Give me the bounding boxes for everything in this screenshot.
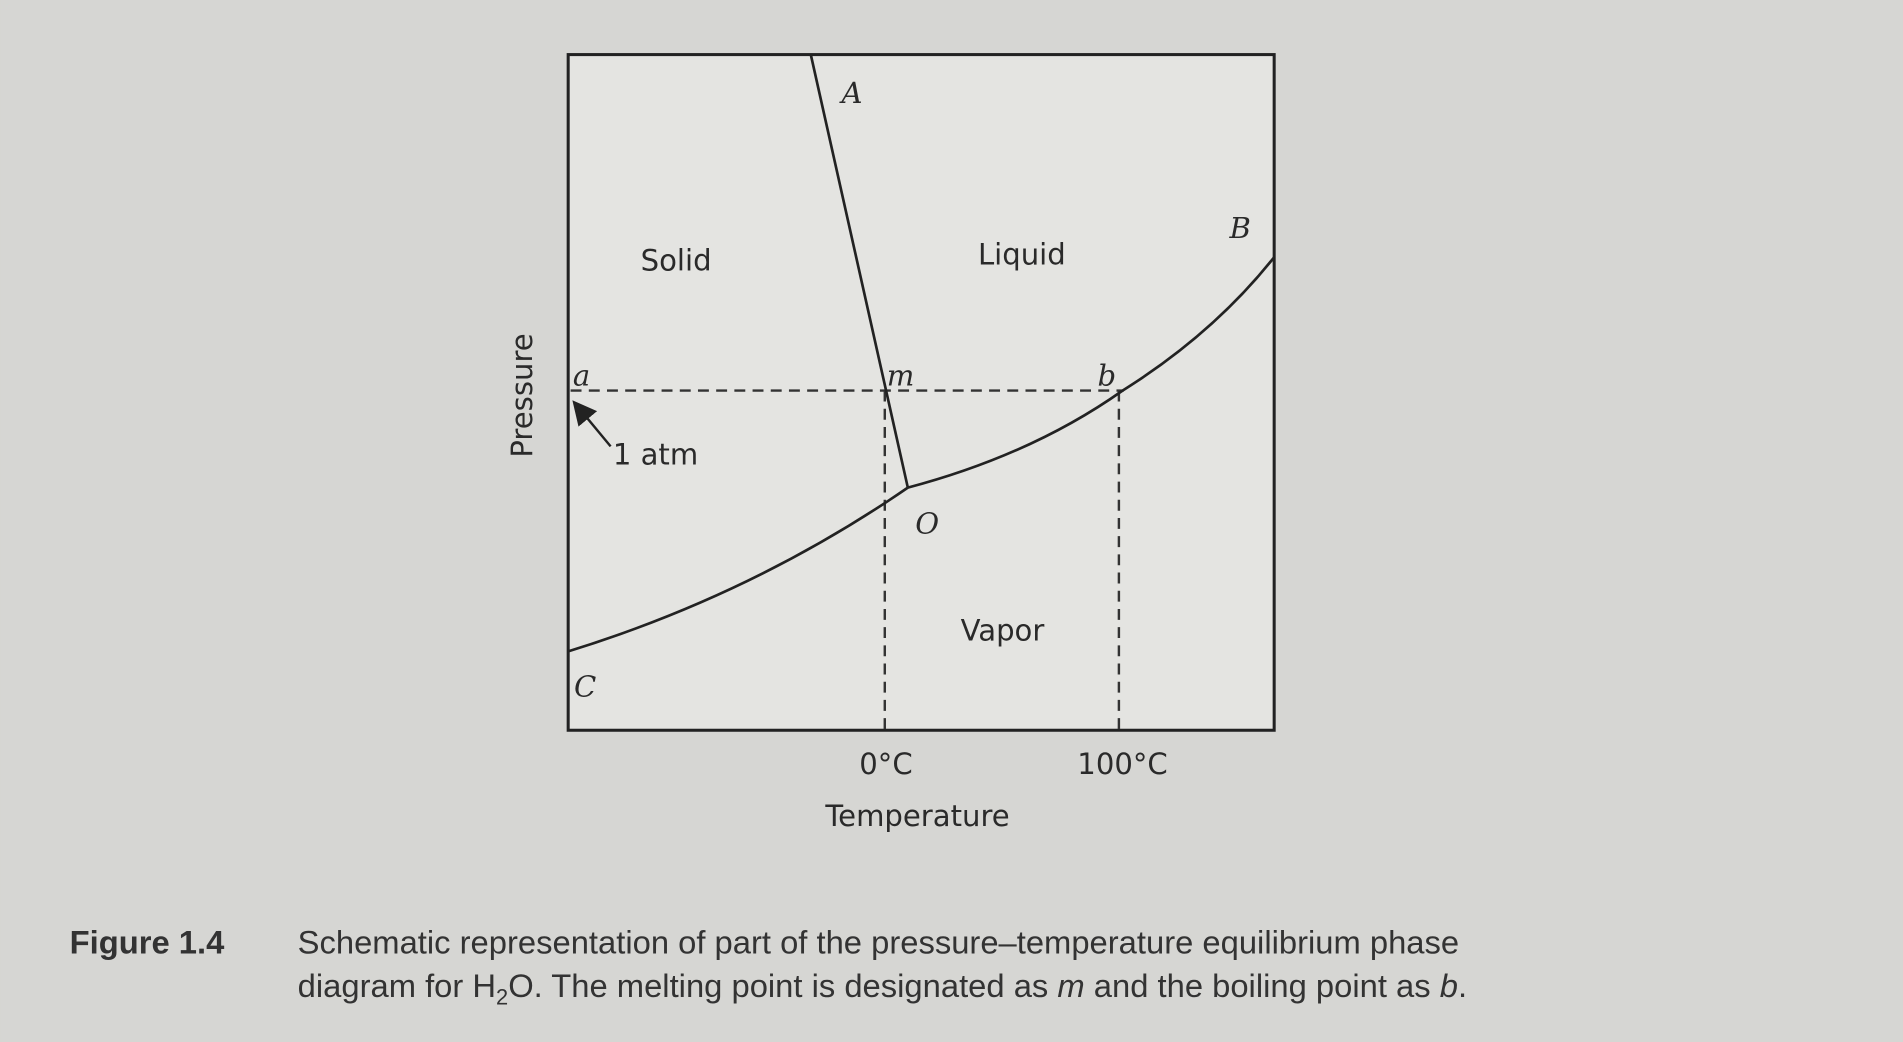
caption-subscript: 2 — [496, 984, 508, 1009]
liquid-vapor-boundary — [907, 256, 1276, 489]
x-tick-label: 0°C — [859, 747, 912, 781]
point-label: a — [573, 359, 590, 393]
solid-vapor-boundary — [567, 486, 909, 653]
caption-text: O. The melting point is designated as — [508, 967, 1057, 1004]
point-label: B — [1229, 211, 1251, 245]
region-label: Vapor — [961, 613, 1045, 647]
point-label: m — [887, 359, 915, 393]
x-axis-label: Temperature — [824, 799, 1009, 833]
point-label: A — [839, 76, 863, 110]
point-label: O — [915, 507, 939, 541]
x-tick-label: 100°C — [1077, 747, 1167, 781]
caption-text: . — [1458, 967, 1467, 1004]
plot-frame — [566, 53, 1276, 732]
caption-italic: m — [1057, 967, 1084, 1004]
caption-text: and the boiling point as — [1085, 967, 1440, 1004]
region-label: Liquid — [978, 237, 1066, 271]
y-axis-label: Pressure — [505, 333, 539, 457]
point-label: b — [1097, 359, 1116, 393]
point-label: C — [574, 669, 596, 703]
caption-text: diagram for H — [298, 967, 496, 1004]
caption-line: Schematic representation of part of the … — [298, 923, 1459, 960]
solid-liquid-boundary — [809, 54, 910, 488]
caption-label: Figure 1.4 — [70, 923, 225, 960]
caption-line: diagram for H2O. The melting point is de… — [298, 967, 1467, 1009]
region-label: Solid — [641, 244, 712, 278]
pointer-arrow — [572, 400, 612, 448]
caption-italic: b — [1440, 967, 1458, 1004]
pressure-label: 1 atm — [613, 438, 698, 472]
